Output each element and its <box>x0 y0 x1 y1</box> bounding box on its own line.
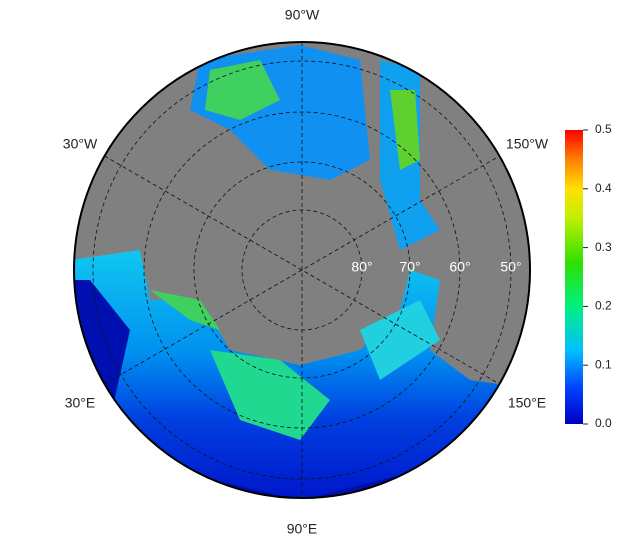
ocean-field <box>210 350 330 440</box>
ocean-field <box>390 90 420 170</box>
meridian-label: 30°E <box>65 395 96 411</box>
meridian-label: 30°W <box>63 136 98 152</box>
colorbar-tick-label: 0.1 <box>595 357 612 371</box>
colorbar-tick-label: 0.5 <box>595 122 612 136</box>
ocean-field <box>360 300 440 380</box>
parallel-label: 80° <box>351 259 372 275</box>
graticule <box>92 42 512 498</box>
colorbar-tick-label: 0.4 <box>595 181 612 195</box>
parallel-label: 70° <box>399 259 420 275</box>
meridian-label: 150°E <box>508 395 546 411</box>
meridian-label: 150°W <box>506 136 549 152</box>
ocean-field <box>150 290 220 330</box>
meridian-label: 90°W <box>285 7 320 23</box>
parallel-label: 50° <box>500 259 521 275</box>
map-disc <box>74 42 530 498</box>
colorbar-tick-label: 0.0 <box>595 416 612 430</box>
colorbar-tick-label: 0.2 <box>595 299 612 313</box>
ocean-field <box>205 60 280 120</box>
meridian-label: 90°E <box>287 521 318 537</box>
colorbar <box>565 130 583 424</box>
map-border <box>73 41 531 499</box>
colorbar-tick-label: 0.3 <box>595 240 612 254</box>
parallel-label: 60° <box>449 259 470 275</box>
